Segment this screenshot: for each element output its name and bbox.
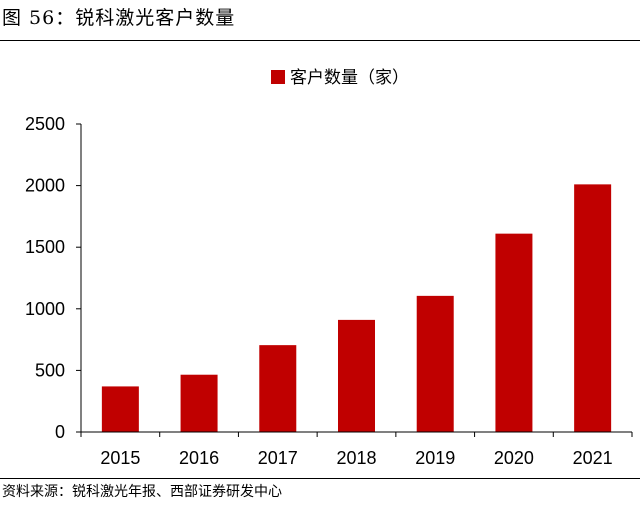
x-tick-label: 2019 (415, 448, 455, 468)
bar-2017 (259, 345, 297, 432)
source-note: 资料来源：锐科激光年报、西部证券研发中心 (2, 484, 282, 500)
x-tick-label: 2015 (100, 448, 140, 468)
y-tick-label: 2000 (25, 176, 65, 196)
legend-label: 客户数量（家） (290, 68, 409, 88)
bars (101, 184, 612, 432)
y-tick-label: 2500 (25, 114, 65, 134)
y-tick-label: 1000 (25, 299, 65, 319)
y-tick-label: 1500 (25, 237, 65, 257)
top-divider (0, 40, 640, 41)
y-axis: 0 500 1000 1500 2000 2500 (25, 114, 82, 442)
x-tick-label: 2017 (258, 448, 298, 468)
x-axis: 2015 2016 2017 2018 2019 2020 2021 (80, 431, 633, 468)
bar-2021 (574, 184, 612, 432)
bar-2016 (180, 374, 218, 432)
bar-2015 (101, 386, 139, 432)
bar-2018 (338, 319, 375, 432)
legend-swatch (271, 70, 285, 84)
bottom-divider (0, 478, 640, 479)
y-tick-label: 0 (55, 422, 65, 442)
x-tick-label: 2020 (494, 448, 534, 468)
bar-2020 (495, 233, 533, 432)
x-tick-label: 2016 (179, 448, 219, 468)
x-tick-label: 2021 (573, 448, 613, 468)
x-tick-label: 2018 (336, 448, 376, 468)
y-tick-label: 500 (35, 360, 65, 380)
bar-2019 (416, 295, 454, 432)
figure-title: 图 56：锐科激光客户数量 (2, 7, 236, 29)
legend: 客户数量（家） (271, 68, 409, 88)
